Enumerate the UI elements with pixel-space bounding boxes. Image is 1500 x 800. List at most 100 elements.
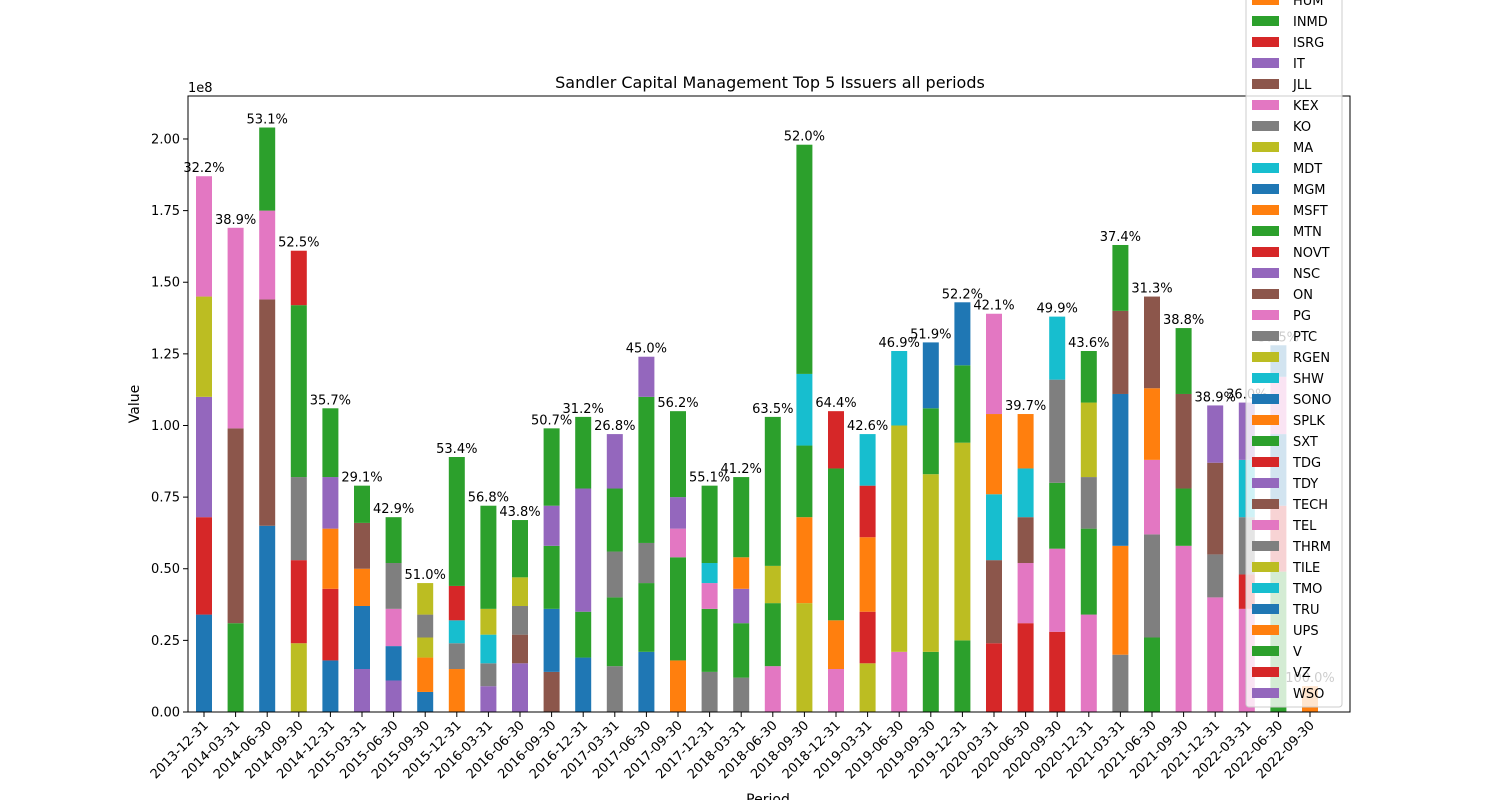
y-tick-label: 0.75 xyxy=(151,491,180,506)
bar-segment xyxy=(922,651,939,712)
bar-segment xyxy=(1049,631,1066,712)
bar-total-label: 29.1% xyxy=(341,471,382,486)
bar-segment xyxy=(859,485,876,538)
legend-swatch xyxy=(1252,100,1279,110)
legend-label: V xyxy=(1293,645,1302,660)
bar-segment xyxy=(417,614,434,638)
legend-swatch xyxy=(1252,79,1279,89)
bar-segment xyxy=(1144,637,1160,712)
legend-label: MSFT xyxy=(1293,204,1328,219)
bar-segment xyxy=(290,560,307,644)
x-axis: 2013-12-312014-03-312014-06-302014-09-30… xyxy=(148,712,1318,782)
bar-segment xyxy=(1049,482,1066,549)
bar-segment xyxy=(575,416,592,489)
bar-total-label: 38.9% xyxy=(215,213,256,228)
bar-segment xyxy=(543,545,560,609)
bar-segment xyxy=(796,603,813,712)
legend-swatch xyxy=(1252,373,1279,383)
bar-segment xyxy=(1175,545,1192,712)
bar-segment xyxy=(986,313,1002,415)
legend-swatch xyxy=(1252,268,1279,278)
legend-swatch xyxy=(1252,352,1279,362)
bar-segment xyxy=(448,585,465,621)
legend-swatch xyxy=(1252,499,1279,509)
bar-segment xyxy=(954,640,971,712)
bar-segment xyxy=(986,414,1002,495)
bar-segment xyxy=(701,563,718,584)
bar-segment xyxy=(1017,623,1034,712)
bar-segment xyxy=(354,669,370,712)
bar-segment xyxy=(638,651,655,712)
y-scale-label: 1e8 xyxy=(188,81,213,96)
bar-segment xyxy=(259,127,276,211)
legend-label: THRM xyxy=(1292,540,1331,555)
bar-segment xyxy=(638,396,655,543)
bar-segment xyxy=(764,416,781,566)
bar-segment xyxy=(1049,379,1066,483)
bar-segment xyxy=(290,305,307,478)
bar-segment xyxy=(1080,528,1097,615)
bar-segment xyxy=(1144,388,1160,460)
legend-label: PG xyxy=(1293,309,1311,324)
legend-swatch xyxy=(1252,163,1279,173)
legend-label: NOVT xyxy=(1293,246,1330,261)
bar-segment xyxy=(891,350,908,426)
bar-total-label: 46.9% xyxy=(879,336,920,351)
legend-label: ON xyxy=(1293,288,1313,303)
legend-swatch xyxy=(1252,184,1279,194)
legend-label: MDT xyxy=(1293,162,1322,177)
legend-swatch xyxy=(1252,142,1279,152)
legend-swatch xyxy=(1252,205,1279,215)
bar-segment xyxy=(1112,654,1129,712)
legend-label: SONO xyxy=(1293,393,1331,408)
bar-segment xyxy=(1017,468,1034,518)
bar-segment xyxy=(986,494,1002,561)
bar-segment xyxy=(1175,488,1192,546)
bar-total-label: 31.2% xyxy=(563,402,604,417)
bar-segment xyxy=(764,603,781,667)
bar-segment xyxy=(638,583,655,652)
legend-swatch xyxy=(1252,37,1279,47)
legend-swatch xyxy=(1252,562,1279,572)
y-axis: 0.00 0.25 0.50 0.75 1.00 1.25 1.50 1.75 2.00 xyxy=(151,132,188,721)
bar-segment xyxy=(322,408,339,478)
bar-segment xyxy=(796,144,813,374)
legend-label: MA xyxy=(1293,141,1313,156)
bar-total-label: 45.0% xyxy=(626,342,667,357)
legend-swatch xyxy=(1252,604,1279,614)
y-tick-label: 1.00 xyxy=(151,419,180,434)
legend-label: VZ xyxy=(1293,666,1311,681)
bar-segment xyxy=(859,434,876,486)
bar-segment xyxy=(638,542,655,584)
bar-segment xyxy=(1175,393,1192,489)
bar-segment xyxy=(354,485,370,523)
legend-label: KEX xyxy=(1293,99,1319,114)
legend-swatch xyxy=(1252,457,1279,467)
legend-swatch xyxy=(1252,583,1279,593)
bar-segment xyxy=(638,356,655,397)
bar-segment xyxy=(259,525,276,712)
legend-label: HUM xyxy=(1293,0,1324,9)
legend-swatch xyxy=(1252,16,1279,26)
bar-total-label: 38.9% xyxy=(1195,390,1236,405)
bar-segment xyxy=(543,505,560,546)
bar-segment xyxy=(575,657,592,712)
bar-segment xyxy=(417,583,434,615)
bar-total-label: 51.0% xyxy=(405,568,446,583)
legend-label: TMO xyxy=(1292,582,1322,597)
bar-segment xyxy=(417,657,434,692)
bar-segment xyxy=(512,577,528,606)
y-tick-label: 0.00 xyxy=(151,706,180,721)
bar-segment xyxy=(290,250,307,306)
legend-swatch xyxy=(1252,226,1279,236)
bar-segment xyxy=(1175,328,1192,394)
bar-segment xyxy=(922,408,939,475)
bar-total-label: 64.4% xyxy=(815,396,856,411)
legend-label: KO xyxy=(1293,120,1311,135)
bar-segment xyxy=(227,428,244,624)
bar-total-label: 35.7% xyxy=(310,393,351,408)
legend-label: TILE xyxy=(1292,561,1320,576)
bar-segment xyxy=(701,608,718,672)
bar-segment xyxy=(196,296,212,397)
legend-label: TECH xyxy=(1292,498,1328,513)
